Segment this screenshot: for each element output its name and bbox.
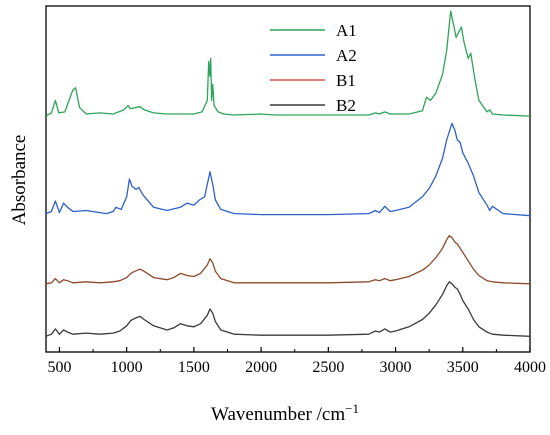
x-tick-label: 2500	[312, 359, 344, 376]
series-line-b1	[45, 234, 531, 285]
x-tick-label: 1500	[178, 359, 210, 376]
x-axis-label-text: Wavenumber /cm	[211, 404, 345, 425]
x-ticks: 500 1000 1500 2000 2500 3000 3500 4000	[47, 347, 546, 376]
legend-label-a1: A1	[336, 21, 357, 40]
x-axis-label-superscript: −1	[345, 401, 359, 416]
y-axis-label: Absorbance	[9, 135, 30, 226]
legend: A1 A2 B1 B2	[270, 21, 357, 115]
x-tick-label: 3000	[380, 359, 412, 376]
series-line-a2	[45, 122, 531, 217]
x-axis-label: Wavenumber /cm−1	[211, 401, 359, 425]
x-tick-label: 500	[47, 359, 71, 376]
legend-label-b1: B1	[336, 71, 356, 90]
series-line-b2	[45, 281, 531, 337]
x-tick-label: 1000	[111, 359, 143, 376]
x-tick-label: 4000	[514, 359, 546, 376]
series-line-a1	[45, 10, 531, 117]
series-lines	[45, 10, 531, 337]
legend-label-a2: A2	[336, 46, 357, 65]
legend-label-b2: B2	[336, 96, 356, 115]
x-tick-label: 2000	[245, 359, 277, 376]
plot-frame	[45, 5, 531, 353]
x-tick-label: 3500	[447, 359, 479, 376]
